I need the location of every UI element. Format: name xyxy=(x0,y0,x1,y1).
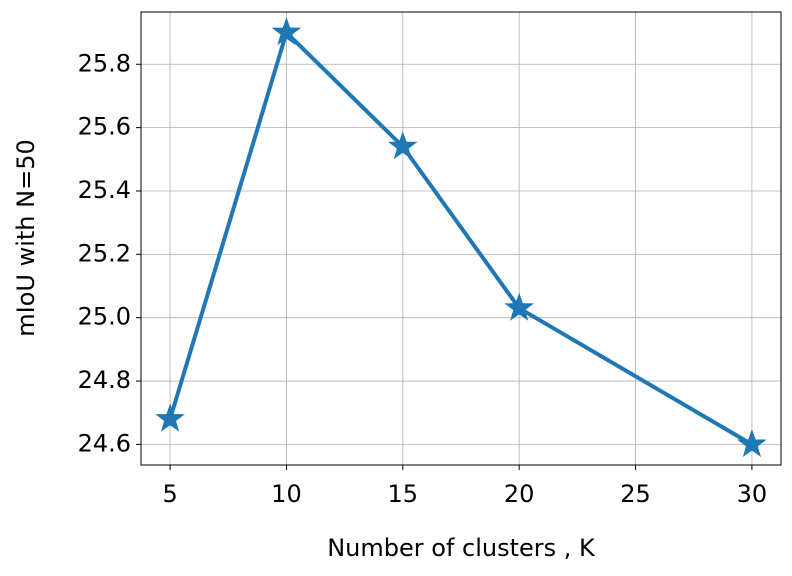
marker xyxy=(388,131,418,160)
line xyxy=(168,30,753,447)
x-tick-label: 15 xyxy=(388,480,419,508)
x-tick-label: 25 xyxy=(620,480,651,508)
x-axis-label: Number of clusters , K xyxy=(327,534,596,562)
y-tick-label: 25.6 xyxy=(78,113,131,141)
y-tick-label: 25.4 xyxy=(78,176,131,204)
marker xyxy=(271,17,302,46)
y-tick-label: 25.0 xyxy=(78,303,131,331)
marker xyxy=(737,428,767,457)
x-tick-label: 10 xyxy=(271,480,302,508)
marker xyxy=(155,403,185,432)
y-tick-label: 24.8 xyxy=(78,366,131,394)
y-tick-label: 25.8 xyxy=(78,49,131,77)
y-tick-label: 25.2 xyxy=(78,239,131,267)
x-tick-label: 20 xyxy=(504,480,535,508)
x-tick-label: 5 xyxy=(162,480,177,508)
y-axis-label: mIoU with N=50 xyxy=(12,139,40,336)
plot-frame xyxy=(140,11,782,466)
x-tick-label: 30 xyxy=(737,480,768,508)
marker xyxy=(504,292,534,321)
y-tick-label: 24.6 xyxy=(78,429,131,457)
